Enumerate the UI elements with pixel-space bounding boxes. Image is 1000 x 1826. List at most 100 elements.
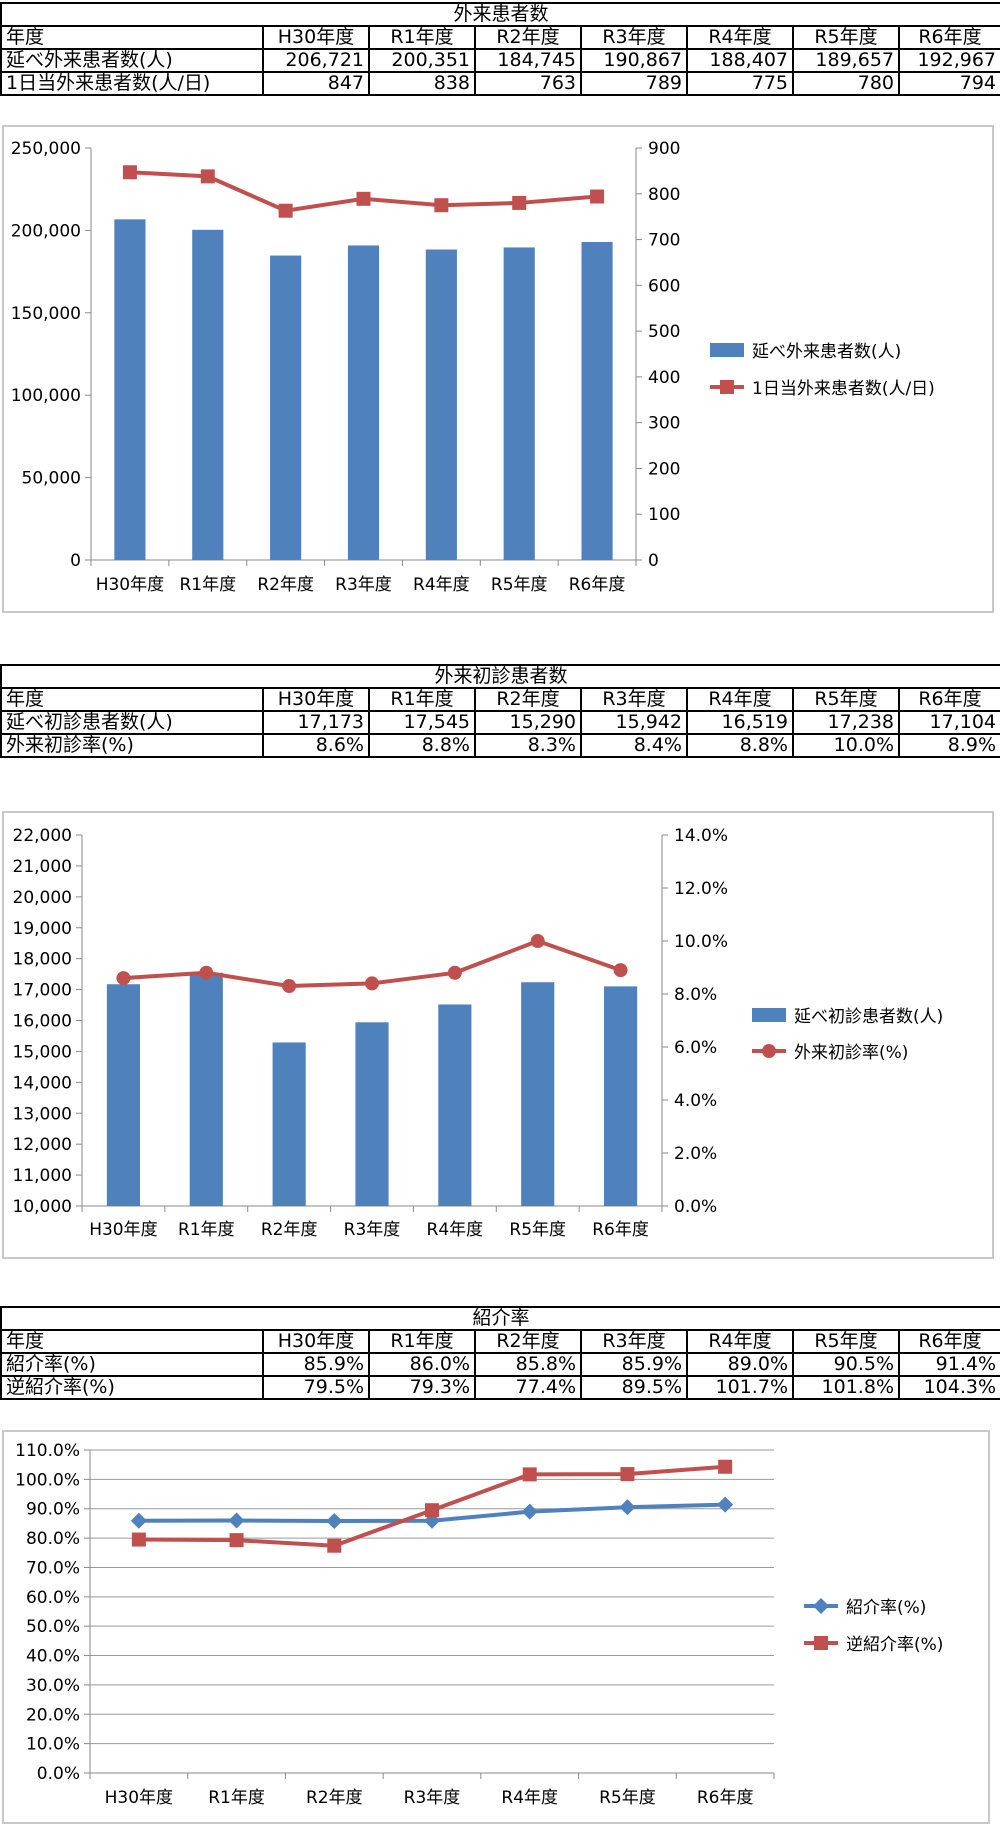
bar (425, 249, 457, 561)
bar (604, 986, 638, 1206)
x-tick-label: R6年度 (697, 1788, 754, 1808)
x-tick-label: R6年度 (592, 1220, 649, 1240)
header-cell: 年度 (0, 1329, 264, 1354)
legend-label: 外来初診率(%) (794, 1043, 908, 1063)
table-cell: 79.5% (262, 1375, 370, 1400)
bar (114, 219, 146, 560)
x-tick-label: H30年度 (89, 1220, 157, 1240)
x-tick-label: R2年度 (257, 575, 314, 595)
header-cell: R1年度 (368, 25, 476, 50)
x-tick-label: R3年度 (335, 575, 392, 595)
y-tick-label: 17,000 (13, 981, 72, 1001)
bar (581, 241, 613, 560)
row-label: 延べ外来患者数(人) (0, 48, 264, 73)
x-tick-label: R4年度 (427, 1220, 484, 1240)
table-header-row: 年度 H30年度 R1年度 R2年度 R3年度 R4年度 R5年度 R6年度 (0, 25, 1000, 50)
y-tick-label: 20,000 (13, 888, 72, 908)
header-cell: R5年度 (792, 1329, 900, 1354)
y-tick-label: 19,000 (13, 919, 72, 939)
header-cell: R1年度 (368, 687, 476, 712)
header-cell: R4年度 (686, 687, 794, 712)
line-point (619, 1499, 636, 1516)
y-tick-label: 14,000 (13, 1073, 72, 1093)
table-cell: 85.8% (474, 1352, 582, 1377)
table-cell: 86.0% (368, 1352, 476, 1377)
legend-label: 1日当外来患者数(人/日) (752, 379, 935, 399)
y2-tick-label: 12.0% (674, 879, 728, 899)
table-cell: 85.9% (262, 1352, 370, 1377)
y-tick-label: 16,000 (13, 1012, 72, 1032)
header-cell: R6年度 (897, 1329, 1000, 1354)
x-tick-label: R3年度 (404, 1788, 461, 1808)
outpatient-chart-frame: 0 50,000 100,000 150,000 200,000 250,000 0 100 2… (2, 125, 994, 613)
x-tick-label: R5年度 (509, 1220, 566, 1240)
bar (438, 1004, 472, 1206)
x-tick-label: R5年度 (491, 575, 548, 595)
first-visit-table: 外来初診患者数 年度 H30年度 R1年度 R2年度 R3年度 R4年度 R5年… (0, 664, 1000, 758)
table-row: 延べ外来患者数(人) 206,721 200,351 184,745 190,8… (0, 48, 1000, 73)
table-header-row: 年度 H30年度 R1年度 R2年度 R3年度 R4年度 R5年度 R6年度 (0, 1329, 1000, 1354)
table-cell: 189,657 (792, 48, 900, 73)
table-cell: 104.3% (897, 1375, 1000, 1400)
header-cell: R3年度 (580, 687, 688, 712)
y-tick-label: 100,000 (11, 386, 81, 406)
header-cell: H30年度 (262, 1329, 370, 1354)
table-row: 紹介率(%) 85.9% 86.0% 85.8% 85.9% 89.0% 90.… (0, 1352, 1000, 1377)
y-tick-label: 10.0% (26, 1735, 80, 1755)
table-cell: 190,867 (580, 48, 688, 73)
x-tick-label: R4年度 (413, 575, 470, 595)
x-tick-label: R1年度 (179, 575, 236, 595)
table-cell: 17,238 (792, 710, 900, 735)
table-cell: 8.6% (262, 733, 370, 758)
x-tick-label: R2年度 (306, 1788, 363, 1808)
y-tick-label: 40.0% (26, 1647, 80, 1667)
table-cell: 763 (474, 71, 582, 96)
header-cell: R4年度 (686, 1329, 794, 1354)
line-point (278, 203, 293, 218)
y2-tick-label: 600 (648, 276, 680, 296)
table-cell: 89.0% (686, 1352, 794, 1377)
first-visit-chart: 10,000 11,000 12,000 13,000 14,000 15,000 16,0… (13, 826, 944, 1240)
header-cell: R5年度 (792, 687, 900, 712)
bar (347, 245, 380, 561)
header-cell: R2年度 (474, 1329, 582, 1354)
table-header-row: 年度 H30年度 R1年度 R2年度 R3年度 R4年度 R5年度 R6年度 (0, 687, 1000, 712)
legend-swatch (752, 1008, 786, 1022)
referral-chart-frame: 0.0% 10.0% 20.0% 30.0% 40.0% 50.0% 60.0% 70.0% 8… (2, 1430, 990, 1824)
table-cell: 90.5% (792, 1352, 900, 1377)
bar (106, 984, 140, 1206)
table-cell: 77.4% (474, 1375, 582, 1400)
y2-tick-label: 4.0% (674, 1091, 717, 1111)
table-cell: 775 (686, 71, 794, 96)
y2-tick-label: 10.0% (674, 932, 728, 952)
bar (355, 1022, 389, 1206)
header-cell: R4年度 (686, 25, 794, 50)
line-point (762, 1044, 776, 1058)
x-tick-label: R3年度 (344, 1220, 401, 1240)
legend-label: 延べ外来患者数(人) (752, 342, 901, 362)
line-point (447, 965, 462, 980)
line-point (813, 1598, 829, 1614)
table-cell: 200,351 (368, 48, 476, 73)
line-point (130, 1512, 147, 1529)
table-cell: 188,407 (686, 48, 794, 73)
line-point (424, 1512, 440, 1529)
line-point (718, 1459, 733, 1474)
table-cell: 789 (580, 71, 688, 96)
table-cell: 8.4% (580, 733, 688, 758)
header-cell: R3年度 (580, 25, 688, 50)
table-row: 逆紹介率(%) 79.5% 79.3% 77.4% 89.5% 101.7% 1… (0, 1375, 1000, 1400)
y-tick-label: 0 (70, 551, 81, 571)
header-cell: R5年度 (792, 25, 900, 50)
table-cell: 15,290 (474, 710, 582, 735)
x-tick-label: R2年度 (261, 1220, 318, 1240)
table-cell: 8.3% (474, 733, 582, 758)
line-point (282, 979, 297, 994)
y-tick-label: 15,000 (13, 1042, 72, 1062)
y2-tick-label: 0.0% (674, 1197, 717, 1217)
bar (521, 982, 555, 1206)
x-tick-label: R1年度 (208, 1788, 265, 1808)
row-label: 紹介率(%) (0, 1352, 264, 1377)
header-cell: 年度 (0, 25, 264, 50)
line-point (365, 976, 379, 991)
